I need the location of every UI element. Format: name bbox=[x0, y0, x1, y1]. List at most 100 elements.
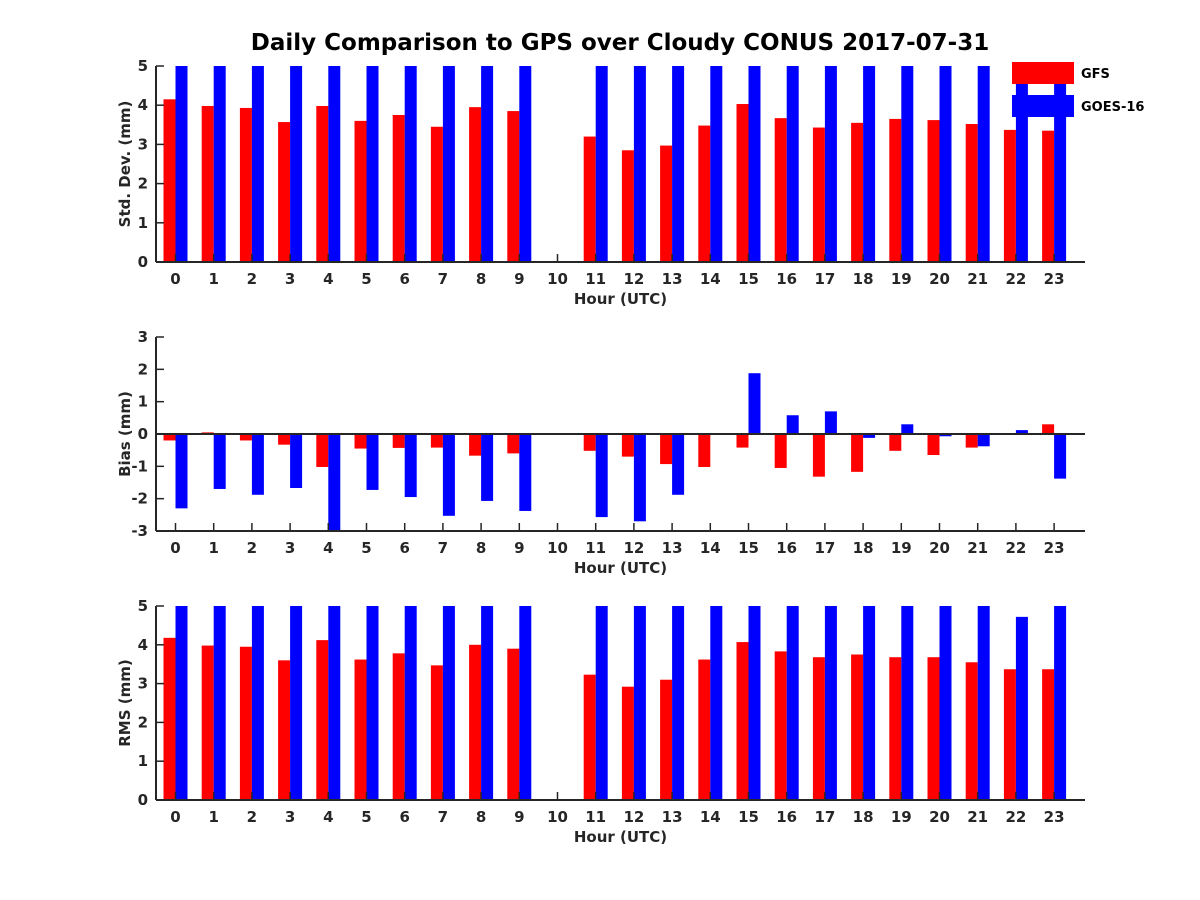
x-tick-label: 13 bbox=[662, 539, 683, 557]
bar-gfs-12 bbox=[621, 686, 634, 800]
legend: GFS GOES-16 bbox=[1012, 62, 1144, 117]
bar-goes-16-9 bbox=[519, 66, 532, 262]
bar-gfs-15 bbox=[736, 104, 749, 262]
y-tick-label: 5 bbox=[138, 57, 148, 75]
x-tick-label: 3 bbox=[285, 539, 295, 557]
x-tick-label: 11 bbox=[585, 539, 606, 557]
bar-goes-16-1 bbox=[213, 434, 226, 489]
bar-gfs-0 bbox=[163, 434, 176, 441]
y-tick-label: 0 bbox=[138, 425, 148, 443]
bar-gfs-4 bbox=[316, 105, 329, 262]
x-tick-label: 12 bbox=[623, 808, 644, 826]
y-tick-label: 1 bbox=[138, 752, 148, 770]
bar-goes-16-0 bbox=[175, 66, 188, 262]
bar-gfs-9 bbox=[507, 434, 520, 454]
bar-goes-16-13 bbox=[672, 606, 685, 800]
bar-goes-16-9 bbox=[519, 606, 532, 800]
x-tick-label: 9 bbox=[514, 539, 524, 557]
bar-gfs-2 bbox=[239, 107, 252, 262]
bar-goes-16-20 bbox=[939, 606, 952, 800]
bar-gfs-20 bbox=[927, 434, 940, 456]
bar-gfs-13 bbox=[660, 679, 673, 800]
x-tick-label: 4 bbox=[323, 270, 333, 288]
x-tick-label: 6 bbox=[399, 539, 409, 557]
bar-goes-16-5 bbox=[366, 434, 379, 490]
bar-goes-16-21 bbox=[977, 606, 990, 800]
bar-goes-16-11 bbox=[595, 66, 608, 262]
x-tick-label: 3 bbox=[285, 808, 295, 826]
bar-goes-16-0 bbox=[175, 606, 188, 800]
legend-swatch-goes-16 bbox=[1012, 95, 1074, 117]
x-tick-label: 9 bbox=[514, 270, 524, 288]
bar-goes-16-16 bbox=[786, 66, 799, 262]
x-tick-label: 19 bbox=[891, 539, 912, 557]
x-tick-label: 21 bbox=[967, 270, 988, 288]
x-tick-label: 1 bbox=[208, 270, 218, 288]
legend-swatch-gfs bbox=[1012, 62, 1074, 84]
bar-gfs-22 bbox=[1003, 669, 1016, 800]
bar-gfs-1 bbox=[201, 645, 214, 800]
bar-goes-16-13 bbox=[672, 66, 685, 262]
bar-gfs-14 bbox=[698, 659, 711, 800]
bar-goes-16-18 bbox=[863, 434, 876, 438]
bar-goes-16-20 bbox=[939, 66, 952, 262]
bar-goes-16-12 bbox=[633, 606, 646, 800]
bar-gfs-19 bbox=[889, 657, 902, 800]
x-tick-label: 4 bbox=[323, 808, 333, 826]
bar-goes-16-6 bbox=[404, 606, 417, 800]
x-axis-label: Hour (UTC) bbox=[574, 559, 667, 577]
bar-gfs-21 bbox=[965, 662, 978, 800]
x-tick-label: 1 bbox=[208, 539, 218, 557]
x-tick-label: 14 bbox=[700, 808, 721, 826]
bar-gfs-7 bbox=[430, 434, 443, 448]
bar-gfs-23 bbox=[1042, 130, 1055, 262]
bar-goes-16-4 bbox=[328, 606, 341, 800]
x-tick-label: 10 bbox=[547, 539, 568, 557]
bar-goes-16-0 bbox=[175, 434, 188, 509]
bar-goes-16-14 bbox=[710, 606, 723, 800]
bar-gfs-18 bbox=[851, 122, 864, 262]
bar-gfs-20 bbox=[927, 120, 940, 262]
x-tick-label: 23 bbox=[1044, 808, 1065, 826]
x-tick-label: 18 bbox=[853, 539, 874, 557]
y-tick-label: -3 bbox=[131, 522, 148, 540]
y-tick-label: 3 bbox=[138, 135, 148, 153]
bar-goes-16-2 bbox=[251, 66, 264, 262]
x-tick-label: 10 bbox=[547, 270, 568, 288]
bar-gfs-5 bbox=[354, 659, 367, 800]
x-tick-label: 2 bbox=[247, 270, 257, 288]
bar-goes-16-20 bbox=[939, 434, 952, 437]
x-tick-label: 7 bbox=[438, 270, 448, 288]
bar-gfs-8 bbox=[469, 107, 482, 262]
bar-gfs-11 bbox=[583, 674, 596, 800]
legend-label-gfs: GFS bbox=[1081, 67, 1110, 82]
x-tick-label: 3 bbox=[285, 270, 295, 288]
bar-goes-16-6 bbox=[404, 434, 417, 498]
bar-goes-16-7 bbox=[442, 434, 455, 516]
x-tick-label: 1 bbox=[208, 808, 218, 826]
x-tick-label: 0 bbox=[170, 808, 180, 826]
bar-goes-16-5 bbox=[366, 606, 379, 800]
bar-gfs-2 bbox=[239, 646, 252, 800]
bar-gfs-21 bbox=[965, 124, 978, 263]
x-tick-label: 21 bbox=[967, 808, 988, 826]
bar-gfs-15 bbox=[736, 434, 749, 448]
bar-goes-16-22 bbox=[1015, 430, 1028, 434]
x-tick-label: 18 bbox=[853, 808, 874, 826]
bar-gfs-11 bbox=[583, 136, 596, 262]
x-axis-label: Hour (UTC) bbox=[574, 828, 667, 846]
bar-goes-16-21 bbox=[977, 434, 990, 447]
x-tick-label: 18 bbox=[853, 270, 874, 288]
x-tick-label: 13 bbox=[662, 808, 683, 826]
bar-gfs-12 bbox=[621, 434, 634, 457]
y-tick-label: 2 bbox=[138, 175, 148, 193]
bar-gfs-5 bbox=[354, 120, 367, 262]
bar-gfs-19 bbox=[889, 118, 902, 262]
x-tick-label: 16 bbox=[776, 270, 797, 288]
x-tick-label: 19 bbox=[891, 808, 912, 826]
bar-goes-16-7 bbox=[442, 66, 455, 262]
bar-goes-16-22 bbox=[1015, 77, 1028, 262]
x-tick-label: 6 bbox=[399, 270, 409, 288]
